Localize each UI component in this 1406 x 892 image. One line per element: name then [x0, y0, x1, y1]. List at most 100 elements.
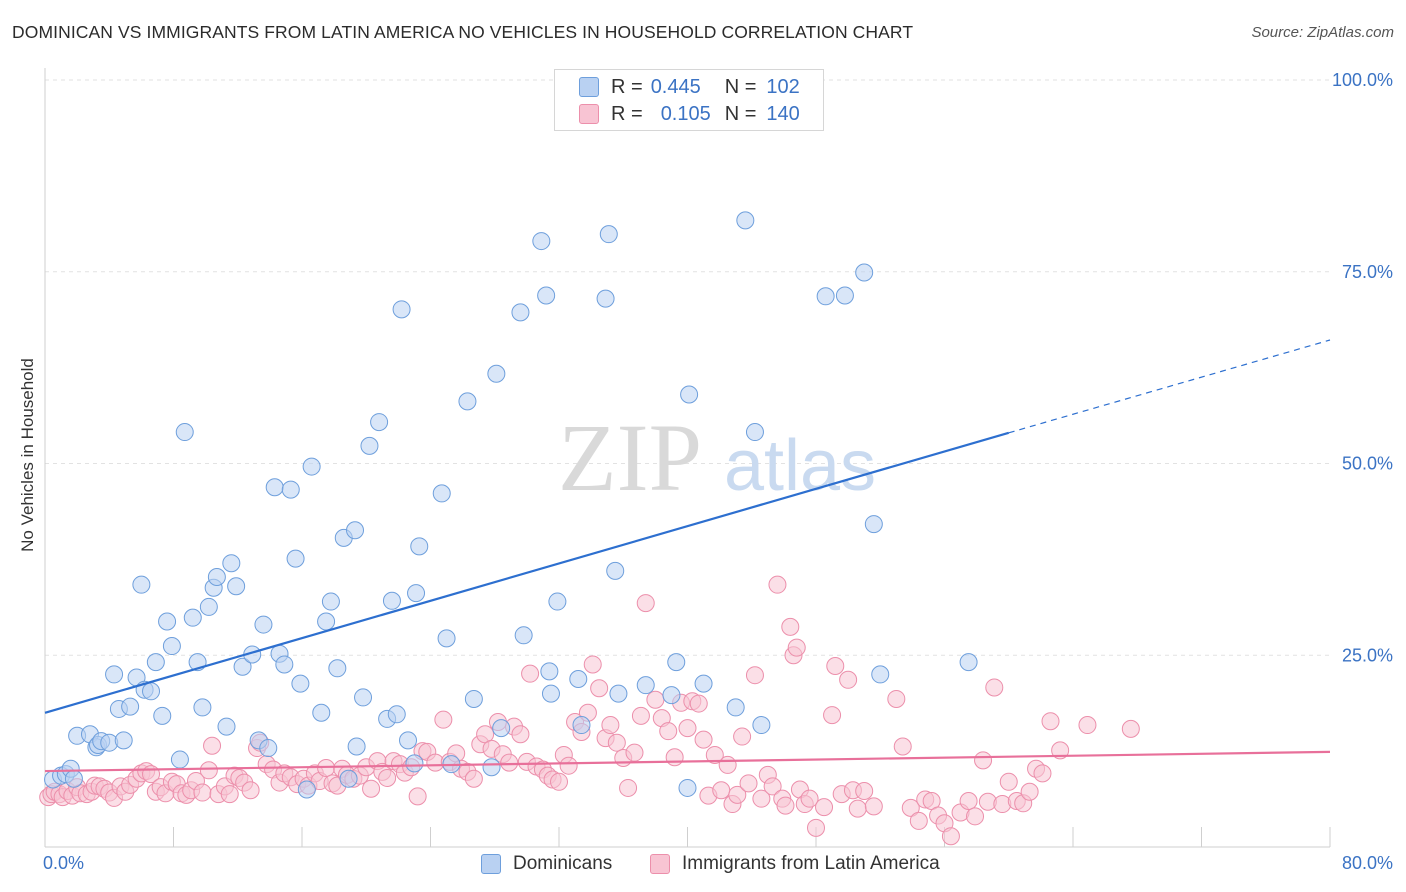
r-value: 0.445 [650, 75, 701, 98]
point-immigrants [1020, 782, 1039, 801]
point-dominicans [346, 521, 365, 540]
point-dominicans [482, 758, 501, 777]
point-dominicans [855, 263, 874, 282]
point-dominicans [105, 665, 124, 684]
legend-label-dominicans: Dominicans [513, 853, 613, 874]
swatch-immigrants [579, 104, 599, 124]
point-dominicans [405, 754, 424, 773]
point-immigrants [694, 730, 713, 749]
point-dominicans [871, 665, 890, 684]
point-dominicans [572, 716, 591, 735]
watermark: ZIP atlas [558, 404, 876, 511]
point-dominicans [541, 684, 560, 703]
point-immigrants [500, 753, 519, 772]
point-immigrants [815, 798, 834, 817]
point-immigrants [985, 678, 1004, 697]
point-dominicans [387, 705, 406, 724]
point-dominicans [354, 688, 373, 707]
point-dominicans [596, 289, 615, 308]
point-immigrants [590, 679, 609, 698]
point-dominicans [667, 653, 686, 672]
point-dominicans [514, 626, 533, 645]
tick-labels: 25.0% 50.0% 75.0% 100.0% 0.0% 80.0% [43, 70, 1393, 873]
legend-item-dominicans: Dominicans [481, 853, 612, 875]
point-immigrants [826, 656, 845, 675]
point-dominicans [265, 478, 284, 497]
r-value: 0.105 [660, 102, 711, 125]
point-dominicans [233, 657, 252, 676]
y-axis-label: No Vehicles in Household [18, 358, 37, 552]
point-dominicans [317, 612, 336, 631]
point-immigrants [607, 733, 626, 752]
point-immigrants [1033, 764, 1052, 783]
point-dominicans [193, 698, 212, 717]
point-immigrants [362, 779, 381, 798]
x-tick-label: 0.0% [43, 853, 84, 873]
point-dominicans [146, 653, 165, 672]
point-dominicans [864, 515, 883, 534]
point-immigrants [909, 811, 928, 830]
stats-legend: R = 0.445 N = 102 R = 0.105 N = 140 [554, 69, 824, 131]
point-dominicans [382, 591, 401, 610]
point-dominicans [339, 769, 358, 788]
point-immigrants [966, 807, 985, 826]
point-immigrants [712, 781, 731, 800]
point-dominicans [678, 778, 697, 797]
point-dominicans [537, 286, 556, 305]
point-immigrants [776, 796, 795, 815]
point-dominicans [153, 706, 172, 725]
point-dominicans [745, 423, 764, 442]
point-immigrants [887, 689, 906, 708]
trend-lines [44, 339, 1331, 773]
point-dominicans [158, 612, 177, 631]
point-dominicans [183, 608, 202, 627]
point-dominicans [458, 392, 477, 411]
point-immigrants [408, 787, 427, 806]
point-dominicans [259, 739, 278, 758]
series-legend: Dominicans Immigrants from Latin America [0, 851, 1406, 877]
point-immigrants [864, 797, 883, 816]
point-dominicans [291, 674, 310, 693]
point-dominicans [694, 674, 713, 693]
point-immigrants [601, 716, 620, 735]
legend-swatch-immigrants [650, 854, 670, 874]
trend-line-dominicans [44, 431, 1010, 714]
point-immigrants [745, 666, 764, 685]
point-dominicans [606, 561, 625, 580]
point-immigrants [941, 827, 960, 846]
point-dominicans [680, 385, 699, 404]
point-dominicans [360, 436, 379, 455]
point-immigrants [241, 781, 260, 800]
point-dominicans [726, 698, 745, 717]
point-dominicans [347, 737, 366, 756]
point-immigrants [464, 769, 483, 788]
point-immigrants [752, 789, 771, 808]
n-label: N = [724, 102, 757, 125]
point-dominicans [835, 286, 854, 305]
point-immigrants [665, 748, 684, 767]
point-dominicans [392, 300, 411, 319]
point-immigrants [636, 594, 655, 613]
point-dominicans [464, 689, 483, 708]
point-dominicans [752, 716, 771, 735]
point-immigrants [199, 761, 218, 780]
point-dominicans [437, 629, 456, 648]
point-immigrants [193, 783, 212, 802]
r-label: R = [611, 75, 643, 98]
point-dominicans [132, 575, 151, 594]
point-immigrants [511, 725, 530, 744]
point-immigrants [705, 745, 724, 764]
point-dominicans [64, 769, 83, 788]
point-immigrants [893, 737, 912, 756]
series-immigrants-points [39, 575, 1140, 846]
point-immigrants [559, 756, 578, 775]
point-dominicans [487, 364, 506, 383]
point-dominicans [328, 659, 347, 678]
point-immigrants [763, 777, 782, 796]
point-immigrants [619, 778, 638, 797]
point-immigrants [378, 768, 397, 787]
point-dominicans [511, 303, 530, 322]
point-dominicans [121, 697, 140, 716]
x-tick-label: 80.0% [1342, 853, 1393, 873]
